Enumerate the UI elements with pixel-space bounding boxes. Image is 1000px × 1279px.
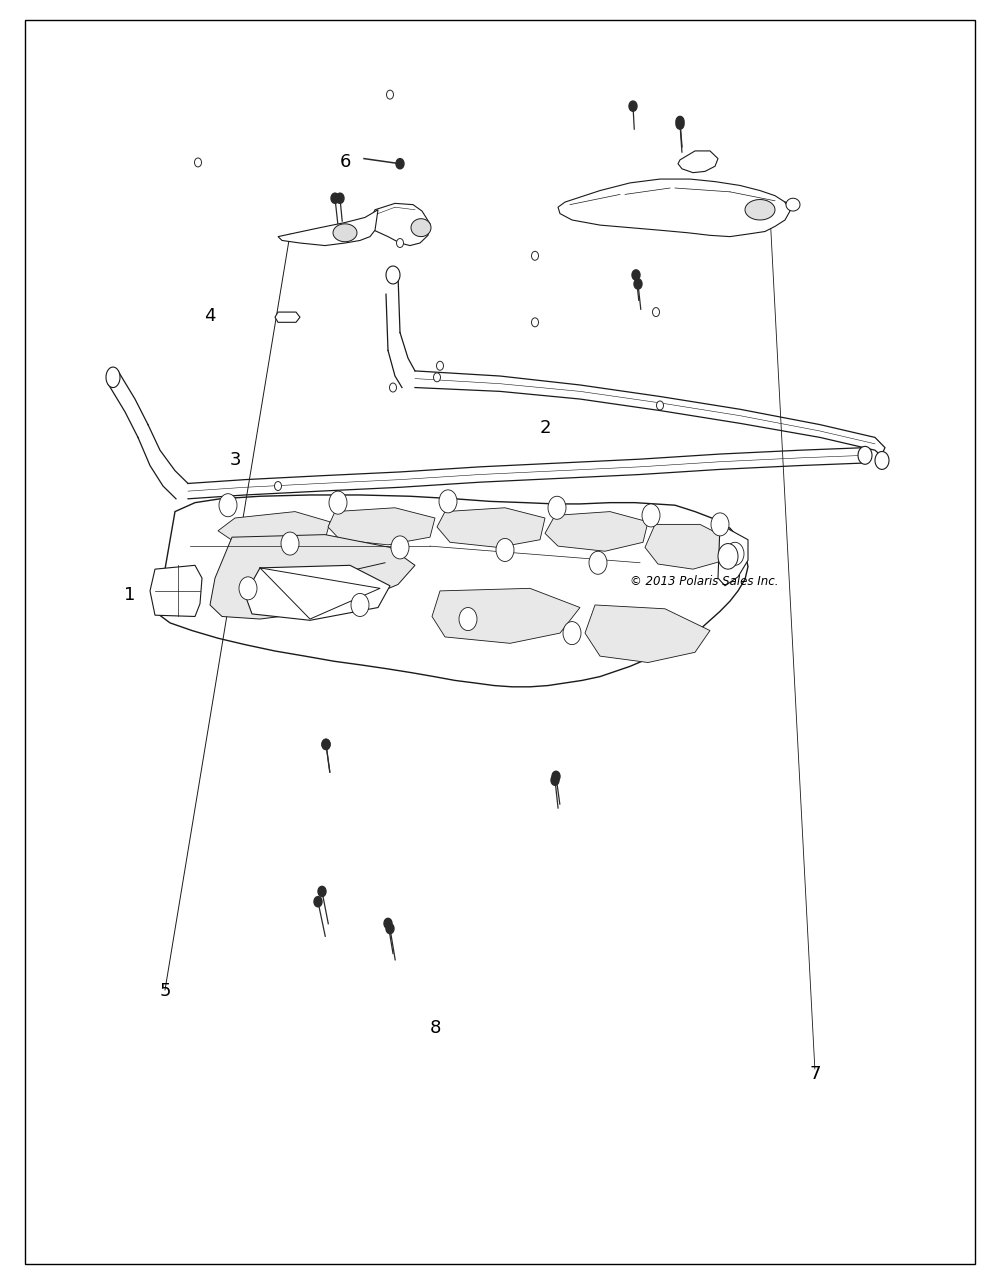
Circle shape xyxy=(386,923,394,934)
Circle shape xyxy=(386,90,394,100)
Text: 4: 4 xyxy=(204,307,216,325)
Circle shape xyxy=(314,897,322,907)
Polygon shape xyxy=(333,224,357,242)
Text: 2: 2 xyxy=(539,420,551,437)
Polygon shape xyxy=(411,219,431,237)
Circle shape xyxy=(642,504,660,527)
Circle shape xyxy=(548,496,566,519)
Circle shape xyxy=(589,551,607,574)
Circle shape xyxy=(563,622,581,645)
Circle shape xyxy=(718,544,738,569)
Polygon shape xyxy=(278,210,378,246)
Polygon shape xyxy=(437,508,545,547)
Text: 8: 8 xyxy=(429,1019,441,1037)
Circle shape xyxy=(391,536,409,559)
Circle shape xyxy=(274,482,282,490)
Text: © 2013 Polaris Sales Inc.: © 2013 Polaris Sales Inc. xyxy=(630,576,778,588)
Polygon shape xyxy=(155,495,748,687)
Circle shape xyxy=(281,532,299,555)
Circle shape xyxy=(318,886,326,897)
Polygon shape xyxy=(875,451,889,469)
Circle shape xyxy=(219,494,237,517)
Polygon shape xyxy=(386,266,400,284)
Circle shape xyxy=(434,373,440,382)
Polygon shape xyxy=(786,198,800,211)
Polygon shape xyxy=(370,203,430,246)
Circle shape xyxy=(629,101,637,111)
Circle shape xyxy=(239,577,257,600)
Polygon shape xyxy=(558,179,790,237)
Polygon shape xyxy=(432,588,580,643)
Polygon shape xyxy=(545,512,648,551)
Circle shape xyxy=(532,318,538,326)
Polygon shape xyxy=(218,512,330,547)
Circle shape xyxy=(390,384,396,391)
Text: 6: 6 xyxy=(339,153,351,171)
Circle shape xyxy=(711,513,729,536)
Circle shape xyxy=(322,739,330,749)
Circle shape xyxy=(322,739,330,749)
Circle shape xyxy=(676,116,684,127)
Polygon shape xyxy=(718,524,748,586)
Circle shape xyxy=(329,491,347,514)
Polygon shape xyxy=(585,605,710,663)
Circle shape xyxy=(194,159,202,166)
Circle shape xyxy=(532,251,538,261)
Circle shape xyxy=(336,193,344,203)
Circle shape xyxy=(396,159,404,169)
Circle shape xyxy=(459,608,477,631)
Circle shape xyxy=(652,308,660,317)
Circle shape xyxy=(439,490,457,513)
Circle shape xyxy=(331,193,339,203)
Polygon shape xyxy=(150,565,202,616)
Circle shape xyxy=(552,771,560,781)
Polygon shape xyxy=(106,367,120,388)
Circle shape xyxy=(656,402,664,409)
Circle shape xyxy=(634,279,642,289)
Circle shape xyxy=(396,238,404,248)
Text: 7: 7 xyxy=(809,1065,821,1083)
Polygon shape xyxy=(328,508,435,545)
Polygon shape xyxy=(678,151,718,173)
Text: 1: 1 xyxy=(124,586,136,604)
Polygon shape xyxy=(745,200,775,220)
Text: 5: 5 xyxy=(159,982,171,1000)
Polygon shape xyxy=(210,535,415,619)
Polygon shape xyxy=(858,446,872,464)
Polygon shape xyxy=(275,312,300,322)
Circle shape xyxy=(632,270,640,280)
Circle shape xyxy=(676,119,684,129)
Text: 3: 3 xyxy=(229,451,241,469)
Polygon shape xyxy=(245,565,390,620)
Circle shape xyxy=(351,593,369,616)
Circle shape xyxy=(496,538,514,561)
Circle shape xyxy=(551,775,559,785)
Polygon shape xyxy=(645,524,730,569)
Circle shape xyxy=(726,542,744,565)
Circle shape xyxy=(436,362,444,371)
Circle shape xyxy=(384,918,392,929)
